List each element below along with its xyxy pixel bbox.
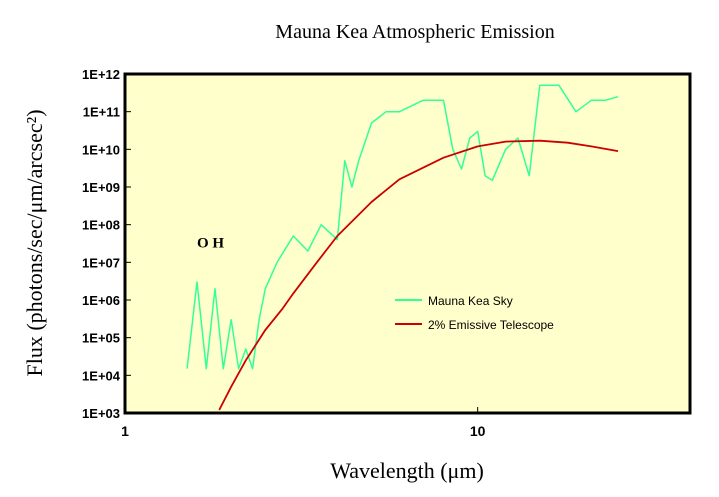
annotation-label: O H (197, 235, 224, 251)
x-tick-label: 1 (121, 423, 129, 439)
x-axis-label: Wavelength (μm) (330, 458, 484, 483)
y-axis-label: Flux (photons/sec/μm/arcsec²) (22, 109, 47, 376)
chart-title: Mauna Kea Atmospheric Emission (275, 21, 554, 43)
legend: Mauna Kea Sky 2% Emissive Telescope (395, 294, 554, 332)
legend-label-sky: Mauna Kea Sky (428, 294, 513, 308)
annotations: O H (197, 235, 224, 251)
y-tick-label: 1E+03 (82, 406, 120, 421)
x-tick-labels: 1 10 (121, 407, 486, 439)
x-tick-label: 10 (470, 423, 486, 439)
y-tick-label: 1E+10 (82, 142, 120, 157)
series-line-emissive-telescope (218, 139, 619, 411)
y-tick-label: 1E+09 (82, 180, 120, 195)
y-tick-label: 1E+06 (82, 293, 120, 308)
y-tick-label: 1E+11 (83, 105, 120, 120)
y-tick-label: 1E+08 (82, 218, 120, 233)
y-tick-label: 1E+12 (82, 67, 120, 82)
series-line-mauna-kea-sky (186, 84, 619, 370)
legend-label-telescope: 2% Emissive Telescope (428, 318, 554, 332)
y-tick-label: 1E+07 (82, 255, 120, 270)
series-lines (186, 84, 619, 411)
y-tick-label: 1E+04 (82, 368, 121, 383)
y-tick-labels: 1E+03 1E+04 1E+05 1E+06 1E+07 1E+08 1E+09 1E+10… (82, 67, 131, 421)
plot-area: 1E+03 1E+04 1E+05 1E+06 1E+07 1E+08 1E+09 1E+10… (82, 67, 692, 439)
plot-background (123, 72, 692, 415)
y-tick-label: 1E+05 (82, 331, 120, 346)
